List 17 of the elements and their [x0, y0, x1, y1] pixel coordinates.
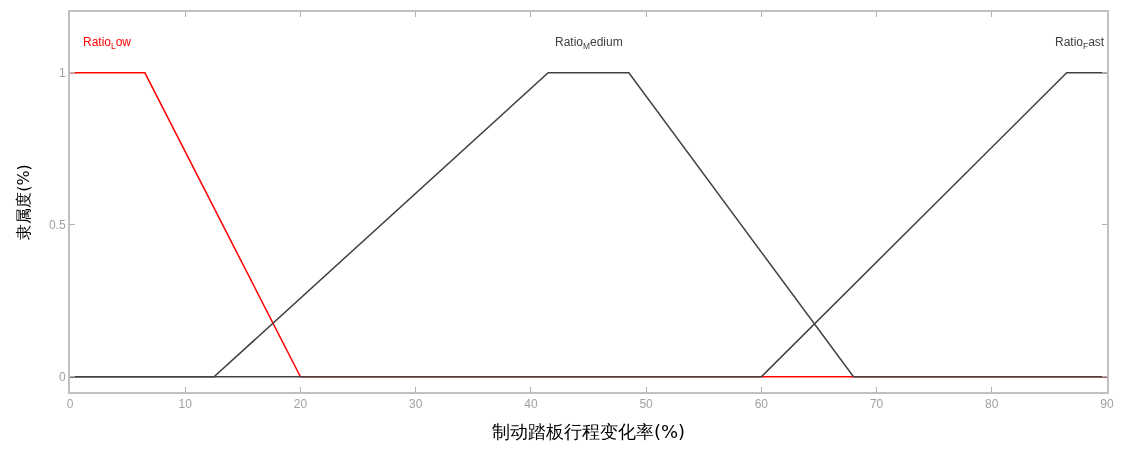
y-tick-label: 0	[58, 370, 66, 384]
series-label: Ratio$_{F}$ast	[1055, 35, 1105, 51]
x-tick-label: 70	[869, 397, 884, 412]
x-tick-label: 80	[985, 397, 999, 412]
x-tick-label: 30	[408, 397, 423, 412]
x-tick-label: 10	[178, 397, 193, 412]
x-tick-label: 20	[293, 397, 308, 412]
series-label: Ratio$_{M}$edium	[555, 35, 623, 51]
x-tick-label: 50	[639, 397, 654, 412]
y-tick-label: 0.5	[48, 218, 66, 232]
x-tick-label: 40	[524, 397, 538, 412]
x-tick-label: 90	[1100, 397, 1114, 412]
y-axis-title: 隶属度(%)	[14, 164, 34, 240]
series-label: Ratio$_{L}$ow	[83, 35, 132, 51]
y-tick-label: 1	[58, 66, 66, 80]
x-axis-title: 制动踏板行程变化率(%)	[491, 421, 686, 442]
x-tick-label: 60	[754, 397, 769, 412]
